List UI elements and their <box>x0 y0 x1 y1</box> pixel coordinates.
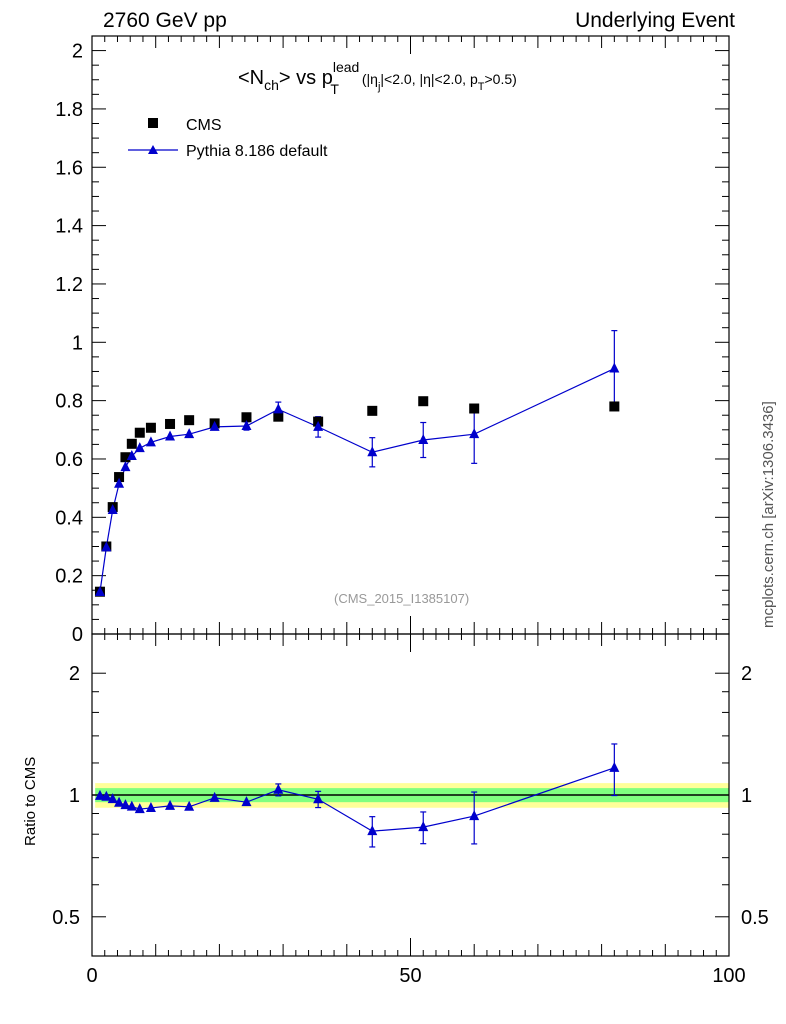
title-lhs-close: > vs p <box>279 67 333 89</box>
pythia-point <box>469 428 480 439</box>
main-y-tick-label: 1.2 <box>55 274 83 296</box>
pythia-point <box>94 585 105 596</box>
ratio-point <box>107 793 118 804</box>
ratio-point <box>209 791 220 802</box>
pythia-point <box>145 436 156 447</box>
ratio-point <box>94 789 105 800</box>
cms-point <box>273 411 284 422</box>
ratio-y-tick-label: 2 <box>69 663 80 685</box>
cms-point <box>418 396 429 407</box>
legend-cms-label: CMS <box>186 117 222 134</box>
cms-point <box>120 452 131 463</box>
pythia-point <box>126 450 137 461</box>
pythia-point <box>418 434 429 445</box>
main-y-tick-label: 1.8 <box>55 99 83 121</box>
x-tick-label: 100 <box>712 965 745 987</box>
x-tick-label: 0 <box>86 965 97 987</box>
ratio-point <box>609 761 620 772</box>
main-y-tick-label: 0.4 <box>55 507 83 529</box>
title-cut1-post: |<2.0, |η|<2.0, p <box>380 71 478 87</box>
cms-point <box>609 401 620 412</box>
pythia-point <box>209 420 220 431</box>
legend-pythia-label: Pythia 8.186 default <box>186 143 328 160</box>
ratio-point <box>134 803 145 814</box>
title-p-sup: lead <box>333 59 359 75</box>
ratio-point <box>165 799 176 810</box>
ratio-point <box>145 801 156 812</box>
main-y-tick-label: 0.8 <box>55 391 83 413</box>
pythia-point <box>313 420 324 431</box>
main-y-tick-label: 0.2 <box>55 566 83 588</box>
main-y-tick-label: 1.4 <box>55 216 83 238</box>
pythia-point <box>241 420 252 431</box>
ratio-point <box>273 783 284 794</box>
main-y-tick-label: 1.6 <box>55 157 83 179</box>
ratio-band-layer <box>92 783 729 808</box>
ratio-point <box>101 790 112 801</box>
ratio-y-tick-label-right: 2 <box>741 663 752 685</box>
cms-point <box>134 427 145 438</box>
pythia-point <box>101 541 112 552</box>
energy-label: 2760 GeV pp <box>103 9 227 32</box>
title-cut2-post: >0.5) <box>484 71 516 87</box>
title-cut2-sub: T <box>478 81 485 93</box>
cms-point <box>126 438 137 449</box>
ratio-point <box>241 796 252 807</box>
cms-point <box>367 405 378 416</box>
pythia-point <box>107 504 118 515</box>
ratio-y-tick-label-right: 1 <box>741 785 752 807</box>
pythia-point <box>273 403 284 414</box>
reference-label: (CMS_2015_I1385107) <box>334 591 470 606</box>
title-lhs-sub: ch <box>264 77 279 93</box>
cms-point <box>165 418 176 429</box>
data-layer <box>94 330 620 848</box>
cms-point <box>241 412 252 423</box>
main-y-tick-label: 1 <box>72 332 83 354</box>
cms-point <box>145 422 156 433</box>
axis-layer: 0 0.2 0.4 0.6 0.8 1 1.2 1.4 1.6 1.8 2 0.5 0.5 1 1 2 2 0 50… <box>52 36 769 987</box>
ratio-y-tick-label-right: 0.5 <box>741 907 769 929</box>
main-y-tick-label: 0 <box>72 624 83 646</box>
pythia-point <box>165 430 176 441</box>
pythia-point <box>184 428 195 439</box>
title-cut1-pre: (|η <box>362 71 378 87</box>
pythia-point <box>134 442 145 453</box>
process-label: Underlying Event <box>575 9 735 32</box>
ratio-y-tick-label: 0.5 <box>52 907 80 929</box>
cms-point <box>184 415 195 426</box>
pythia-point <box>367 446 378 457</box>
x-tick-label: 50 <box>399 965 421 987</box>
main-y-tick-label: 2 <box>72 41 83 63</box>
title-p-sub: T <box>330 81 339 97</box>
ratio-point <box>126 800 137 811</box>
ratio-point <box>367 825 378 836</box>
ratio-point <box>184 800 195 811</box>
ratio-point <box>120 799 131 810</box>
title-lhs-main: <N <box>238 67 264 89</box>
ratio-y-tick-label: 1 <box>69 785 80 807</box>
legend: CMS Pythia 8.186 default <box>128 117 328 160</box>
ratio-point <box>313 793 324 804</box>
main-y-tick-label: 0.6 <box>55 449 83 471</box>
pythia-point <box>120 461 131 472</box>
ratio-point <box>114 796 125 807</box>
cms-point <box>469 403 480 414</box>
ratio-point <box>469 810 480 821</box>
pythia-series-line <box>99 368 615 593</box>
title-cut1-sub: j <box>377 81 380 93</box>
legend-pythia-marker <box>148 145 158 154</box>
plot-title: <Nch> vs plead T(|ηj|<2.0, |η|<2.0, pT>0.… <box>238 59 517 97</box>
pythia-point <box>609 362 620 373</box>
legend-cms-marker <box>148 118 158 128</box>
pythia-point <box>114 477 125 488</box>
ratio-point <box>418 821 429 832</box>
cms-point <box>114 472 125 483</box>
